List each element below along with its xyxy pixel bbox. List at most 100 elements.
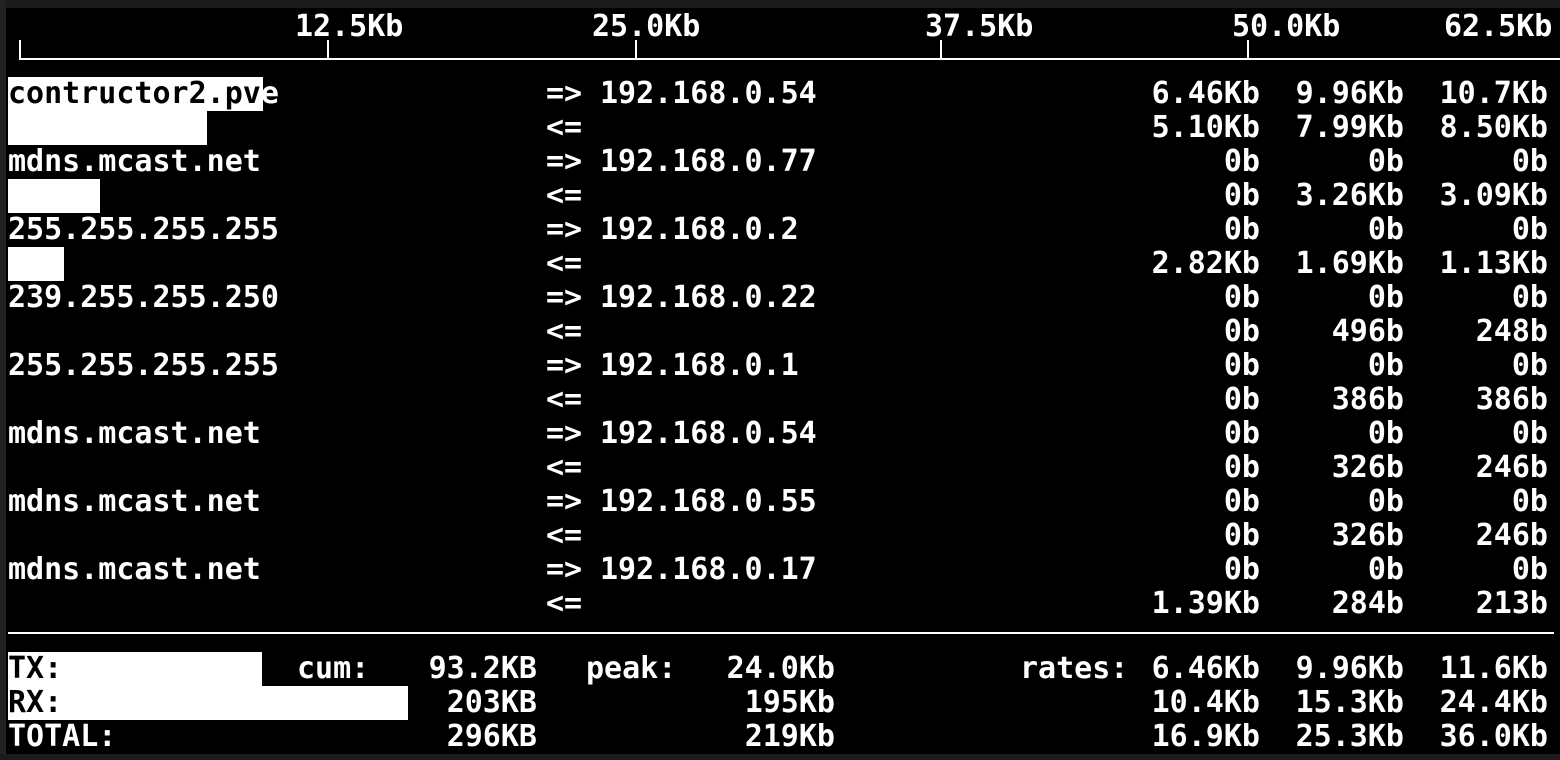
- rate-10s: 1.69Kb: [1295, 246, 1404, 281]
- rate-10s: 0b: [1367, 416, 1404, 451]
- scale-tick: [19, 40, 21, 60]
- tx-arrow: =>: [546, 348, 583, 383]
- rate-40s: 213b: [1475, 586, 1548, 621]
- footer-rx-row: RX: 203KB 195Kb 10.4Kb 15.3Kb 24.4Kb: [0, 686, 1560, 720]
- peer-ip: 192.168.0.54: [600, 76, 817, 111]
- traffic-bar: [8, 77, 263, 111]
- scale-tick: [940, 40, 942, 60]
- rate-2s: 0b: [1223, 280, 1260, 315]
- scale-label: 12.5Kb: [295, 9, 404, 44]
- rx-arrow: <=: [546, 246, 583, 281]
- rx-rate-10s: 15.3Kb: [1295, 685, 1404, 720]
- tx-arrow: =>: [546, 144, 583, 179]
- total-rate-2s: 16.9Kb: [1151, 719, 1260, 754]
- tx-cumulative-value: 93.2KB: [428, 651, 537, 686]
- connection-rx-line: <= 0b 326b 246b: [0, 451, 1560, 485]
- rate-2s: 5.10Kb: [1151, 110, 1260, 145]
- terminal-bottom-edge: [0, 754, 1560, 760]
- peer-ip: 192.168.0.22: [600, 280, 817, 315]
- host-text: 255.255.255.255: [8, 212, 279, 247]
- rate-40s: 0b: [1511, 280, 1548, 315]
- connection-rx-line: <= 1.39Kb 284b 213b: [0, 587, 1560, 621]
- peak-column-label: peak:: [586, 651, 677, 686]
- scale-tick: [1247, 40, 1249, 60]
- peer-ip: 192.168.0.77: [600, 144, 817, 179]
- tx-arrow: =>: [546, 484, 583, 519]
- terminal-left-edge: [0, 0, 6, 760]
- rate-40s: 0b: [1511, 348, 1548, 383]
- connection-rx-line: <= 5.10Kb 7.99Kb 8.50Kb: [0, 111, 1560, 145]
- rate-10s: 3.26Kb: [1295, 178, 1404, 213]
- rate-2s: 1.39Kb: [1151, 586, 1260, 621]
- connection-tx-line: 239.255.255.250 => 192.168.0.22 0b 0b 0b: [0, 281, 1560, 315]
- host-text: mdns.mcast.net: [8, 144, 261, 179]
- tx-rate-10s: 9.96Kb: [1295, 651, 1404, 686]
- tx-arrow: =>: [546, 416, 583, 451]
- connection-tx-line: mdns.mcast.net => 192.168.0.17 0b 0b 0b: [0, 553, 1560, 587]
- rate-10s: 0b: [1367, 144, 1404, 179]
- rate-40s: 0b: [1511, 416, 1548, 451]
- rate-40s: 10.7Kb: [1439, 76, 1548, 111]
- host-text: mdns.mcast.net: [8, 416, 261, 451]
- footer-summary: TX: cum: 93.2KB peak: 24.0Kb rates: 6.46…: [0, 652, 1560, 754]
- host-cell: 255.255.255.255: [8, 213, 279, 247]
- total-peak-value: 219Kb: [744, 719, 835, 754]
- peer-ip: 192.168.0.2: [600, 212, 799, 247]
- rx-arrow: <=: [546, 450, 583, 485]
- footer-tx-row: TX: cum: 93.2KB peak: 24.0Kb rates: 6.46…: [0, 652, 1560, 686]
- rate-10s: 326b: [1331, 450, 1404, 485]
- rate-40s: 0b: [1511, 212, 1548, 247]
- total-cumulative-value: 296KB: [446, 719, 537, 754]
- rate-2s: 0b: [1223, 178, 1260, 213]
- tx-peak-value: 24.0Kb: [726, 651, 835, 686]
- host-cell: 255.255.255.255: [8, 349, 279, 383]
- host-text: 255.255.255.255: [8, 348, 279, 383]
- connection-tx-line: contructor2.pve => 192.168.0.54 6.46Kb 9…: [0, 77, 1560, 111]
- connection-rx-line: <= 2.82Kb 1.69Kb 1.13Kb: [0, 247, 1560, 281]
- tx-rate-2s: 6.46Kb: [1151, 651, 1260, 686]
- rate-2s: 0b: [1223, 144, 1260, 179]
- rate-10s: 9.96Kb: [1295, 76, 1404, 111]
- tx-rate-40s: 11.6Kb: [1439, 651, 1548, 686]
- tx-arrow: =>: [546, 552, 583, 587]
- rate-2s: 0b: [1223, 382, 1260, 417]
- rate-10s: 0b: [1367, 212, 1404, 247]
- rx-arrow: <=: [546, 178, 583, 213]
- terminal-top-edge: [0, 0, 1560, 8]
- scale-ruler-line: [19, 58, 1560, 60]
- host-cell: 239.255.255.250: [8, 281, 279, 315]
- peer-ip: 192.168.0.54: [600, 416, 817, 451]
- rate-40s: 0b: [1511, 144, 1548, 179]
- rate-40s: 0b: [1511, 552, 1548, 587]
- rx-arrow: <=: [546, 110, 583, 145]
- rx-arrow: <=: [546, 518, 583, 553]
- rate-10s: 7.99Kb: [1295, 110, 1404, 145]
- rate-10s: 0b: [1367, 348, 1404, 383]
- rate-40s: 3.09Kb: [1439, 178, 1548, 213]
- rx-peak-value: 195Kb: [744, 685, 835, 720]
- tx-arrow: =>: [546, 212, 583, 247]
- scale-tick: [327, 40, 329, 60]
- connection-tx-line: mdns.mcast.net => 192.168.0.77 0b 0b 0b: [0, 145, 1560, 179]
- scale-label: 37.5Kb: [925, 9, 1034, 44]
- rate-10s: 386b: [1331, 382, 1404, 417]
- rate-2s: 0b: [1223, 552, 1260, 587]
- rates-column-label: rates:: [1020, 651, 1129, 686]
- connection-rx-line: <= 0b 386b 386b: [0, 383, 1560, 417]
- rate-40s: 1.13Kb: [1439, 246, 1548, 281]
- traffic-bar: [8, 111, 207, 145]
- connection-rx-line: <= 0b 3.26Kb 3.09Kb: [0, 179, 1560, 213]
- footer-divider-line: [8, 632, 1554, 634]
- total-label: TOTAL:: [8, 719, 117, 754]
- rate-2s: 0b: [1223, 484, 1260, 519]
- rate-40s: 8.50Kb: [1439, 110, 1548, 145]
- connection-tx-line: mdns.mcast.net => 192.168.0.54 0b 0b 0b: [0, 417, 1560, 451]
- host-text: 239.255.255.250: [8, 280, 279, 315]
- rate-2s: 0b: [1223, 348, 1260, 383]
- host-text: e: [260, 76, 279, 111]
- rate-2s: 0b: [1223, 314, 1260, 349]
- rate-10s: 496b: [1331, 314, 1404, 349]
- total-rate-40s: 36.0Kb: [1439, 719, 1548, 754]
- rate-40s: 246b: [1475, 518, 1548, 553]
